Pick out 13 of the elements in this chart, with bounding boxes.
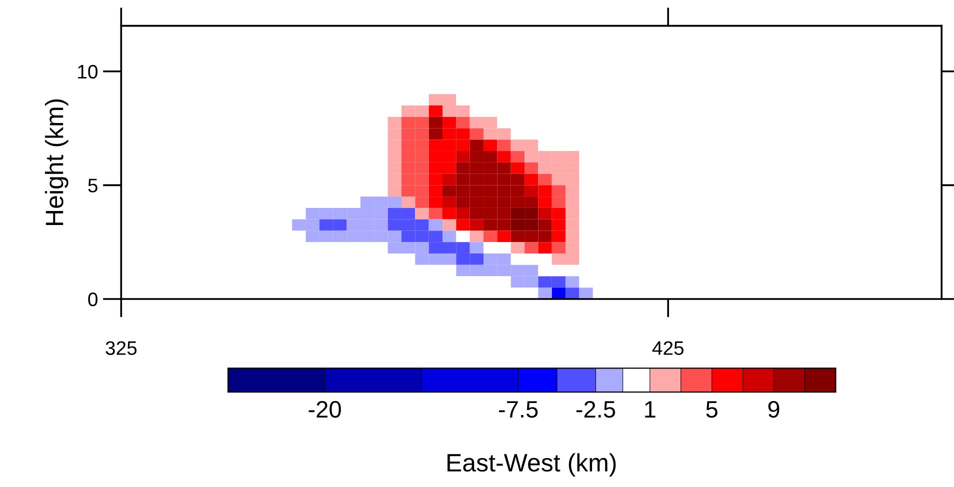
color-bar-label: -7.5 bbox=[499, 401, 538, 418]
y-tick-label: 5 bbox=[88, 178, 98, 192]
x-tick-label: 325 bbox=[106, 341, 137, 355]
x-axis-title: East-West (km) bbox=[448, 453, 616, 477]
color-bar-label: -20 bbox=[308, 400, 341, 418]
y-axis-title: Height (km) bbox=[44, 99, 68, 225]
color-bar-label: -2.5 bbox=[576, 400, 616, 418]
x-tick-label: 425 bbox=[652, 341, 684, 355]
color-bar-label: 5 bbox=[706, 401, 718, 418]
y-tick-label: 0 bbox=[88, 292, 98, 306]
color-bar-label: 1 bbox=[645, 401, 656, 418]
color-bar-label: 9 bbox=[768, 400, 780, 418]
y-tick-label: 10 bbox=[78, 64, 98, 79]
